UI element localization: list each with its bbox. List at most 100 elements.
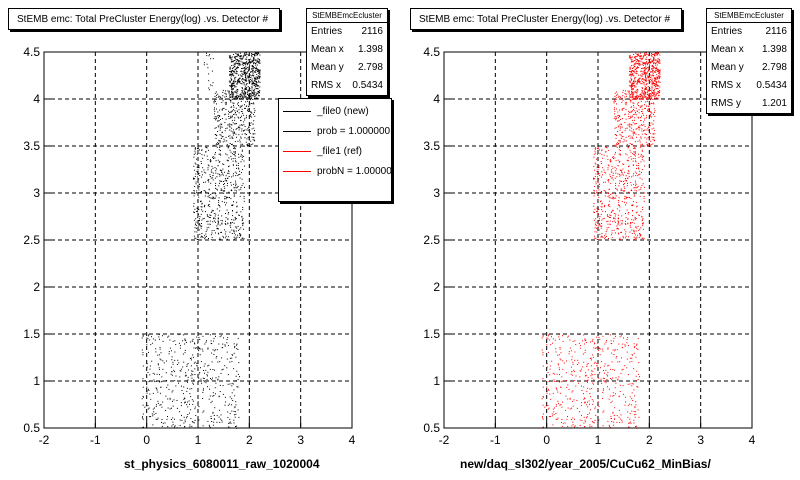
data-point (617, 111, 619, 113)
data-point (227, 218, 228, 220)
data-point (574, 426, 575, 428)
data-point (654, 77, 656, 79)
data-point (621, 222, 623, 224)
data-point (219, 141, 221, 143)
data-point (630, 111, 632, 113)
data-point (195, 347, 196, 349)
data-point (244, 89, 246, 90)
data-point (239, 139, 241, 141)
data-point (601, 202, 603, 204)
data-point (648, 63, 650, 65)
data-point (594, 374, 596, 375)
data-point (186, 390, 188, 392)
data-point (215, 160, 217, 162)
data-point (240, 161, 242, 163)
data-point (655, 52, 657, 54)
data-point (610, 340, 612, 342)
data-point (229, 57, 231, 59)
data-point (619, 421, 621, 423)
data-point (641, 155, 643, 157)
data-point (174, 380, 176, 382)
data-point (209, 206, 211, 208)
data-point (633, 129, 634, 131)
data-point (210, 340, 212, 342)
data-point (201, 225, 203, 227)
data-point (566, 380, 568, 381)
data-point (631, 153, 633, 155)
data-point (224, 344, 226, 346)
data-point (649, 123, 650, 125)
data-point (230, 151, 232, 153)
data-point (248, 126, 250, 128)
data-point (603, 181, 605, 183)
data-point (254, 77, 256, 79)
data-point (211, 211, 213, 213)
data-point (238, 63, 240, 65)
data-point (193, 195, 195, 197)
data-point (632, 110, 634, 112)
data-point (235, 404, 237, 406)
data-point (233, 419, 235, 421)
data-point (217, 217, 219, 219)
data-point (644, 74, 646, 76)
data-point (624, 404, 626, 406)
data-point (166, 418, 168, 420)
data-point (582, 353, 584, 355)
data-point (600, 201, 602, 202)
data-point (153, 379, 155, 381)
data-point (202, 218, 204, 220)
data-point (642, 96, 644, 98)
scatter-points (141, 52, 261, 429)
data-point (225, 109, 227, 111)
data-point (544, 406, 546, 408)
data-point (253, 108, 255, 110)
data-point (216, 117, 218, 119)
data-point (218, 233, 220, 235)
data-point (198, 337, 200, 339)
data-point (649, 75, 650, 77)
data-point (580, 368, 582, 370)
data-point (184, 349, 186, 351)
y-tick-label: 2 (433, 280, 440, 294)
data-point (624, 223, 626, 224)
data-point (603, 171, 605, 173)
data-point (225, 198, 227, 200)
data-point (599, 175, 601, 176)
data-point (252, 71, 254, 73)
data-point (231, 91, 233, 92)
data-point (598, 218, 600, 220)
data-point (637, 338, 639, 340)
data-point (624, 102, 626, 104)
data-point (627, 345, 629, 347)
data-point (593, 235, 595, 237)
data-point (249, 96, 251, 98)
data-point (251, 88, 253, 90)
data-point (655, 80, 657, 82)
data-point (612, 369, 614, 370)
data-point (608, 398, 610, 400)
data-point (238, 112, 240, 114)
data-point (637, 225, 639, 227)
data-point (231, 85, 233, 87)
data-point (550, 398, 552, 400)
data-point (241, 87, 243, 89)
data-point (179, 347, 181, 349)
data-point (571, 371, 573, 373)
data-point (180, 368, 182, 370)
data-point (235, 413, 237, 415)
left-stats-row-rms-x: RMS x 0.5434 (307, 77, 387, 95)
data-point (218, 200, 220, 201)
data-point (210, 194, 212, 196)
stat-label: RMS x (311, 80, 341, 91)
data-point (154, 373, 155, 375)
data-point (217, 165, 219, 166)
data-point (658, 85, 660, 87)
data-point (242, 96, 244, 98)
data-point (634, 155, 636, 157)
data-point (584, 401, 586, 403)
data-point (254, 92, 256, 93)
data-point (652, 72, 654, 74)
data-point (599, 224, 601, 226)
data-point (630, 422, 632, 424)
data-point (217, 125, 219, 127)
